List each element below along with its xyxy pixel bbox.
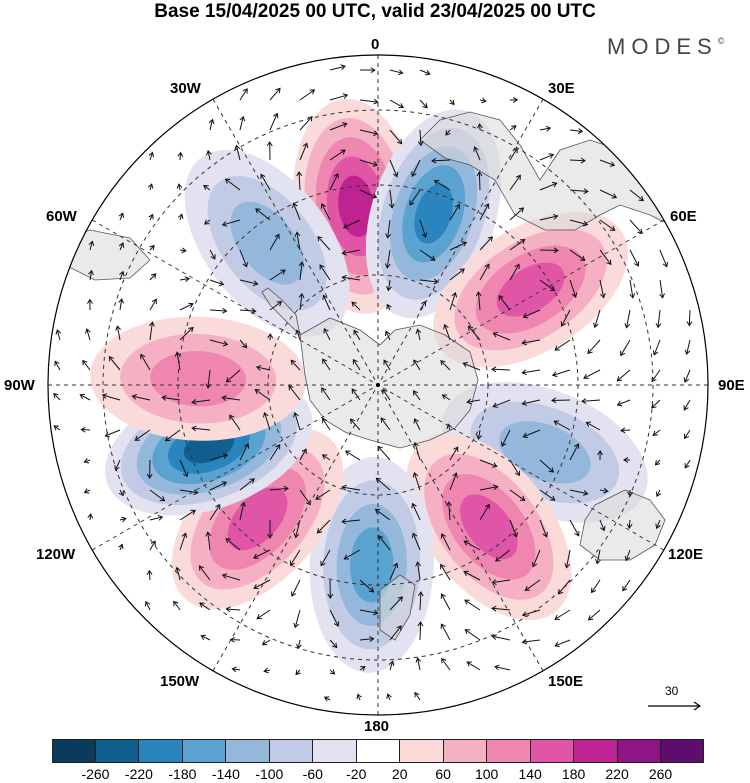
longitude-label-120w: 120W	[36, 546, 76, 563]
south-pole-marker	[376, 383, 380, 387]
colorbar-tick-label: 20	[391, 766, 408, 782]
colorbar-tick-label: 140	[518, 766, 542, 782]
colorbar-cell	[617, 739, 662, 763]
longitude-label-150w: 150W	[160, 673, 200, 690]
colorbar-cell	[661, 739, 704, 763]
colorbar-cell	[356, 739, 401, 763]
colorbar-cell	[313, 739, 357, 763]
colorbar-cell	[574, 739, 618, 763]
colorbar-cell	[52, 739, 96, 763]
longitude-label-180: 180	[364, 718, 390, 735]
colorbar-cell	[269, 739, 314, 763]
longitude-label-120e: 120E	[668, 546, 704, 563]
map-title: Base 15/04/2025 00 UTC, valid 23/04/2025…	[154, 1, 596, 22]
polar-map	[47, 54, 709, 716]
colorbar-cell	[400, 739, 444, 763]
modes-logo: MODES©	[607, 34, 724, 60]
wind-vectors	[53, 64, 693, 702]
colorbar-tick-label: 180	[561, 766, 586, 782]
anomaly-center	[406, 433, 572, 621]
brand-mark: ©	[717, 36, 725, 46]
colorbar-cell	[443, 739, 488, 763]
colorbar-cell	[95, 739, 140, 763]
colorbar-tick-label: -140	[211, 766, 240, 782]
wind-reference-label: 30	[665, 684, 679, 698]
anomaly-center	[90, 316, 307, 441]
colorbar-tick-label: 220	[605, 766, 629, 782]
longitude-label-30w: 30W	[170, 80, 201, 97]
colorbar-tick-label: -100	[255, 766, 284, 782]
brand-name: MODES	[607, 34, 718, 59]
anomaly-center	[184, 149, 350, 337]
landmasses	[59, 111, 701, 641]
colorbar	[52, 739, 704, 763]
anomaly-center	[171, 428, 344, 610]
colorbar-tick-label: -220	[124, 766, 153, 782]
anomaly-field	[90, 98, 648, 673]
colorbar-tick-label: -180	[168, 766, 197, 782]
colorbar-cell	[139, 739, 183, 763]
colorbar-tick-label: -60	[302, 766, 323, 782]
anomaly-center	[365, 109, 502, 319]
longitude-label-150e: 150E	[548, 673, 584, 690]
colorbar-cell	[487, 739, 531, 763]
longitude-label-90e: 90E	[718, 377, 745, 394]
colorbar-tick-label: -20	[346, 766, 367, 782]
colorbar-tick-label: 260	[648, 766, 673, 782]
longitude-label-90w: 90W	[4, 377, 35, 394]
colorbar-tick-label: -260	[81, 766, 110, 782]
colorbar-cell	[182, 739, 227, 763]
anomaly-center	[433, 211, 628, 368]
longitude-label-60w: 60W	[46, 208, 77, 225]
wind-reference-arrow	[648, 701, 702, 711]
longitude-label-30e: 30E	[548, 80, 575, 97]
longitude-label-0: 0	[371, 36, 380, 53]
longitude-label-60e: 60E	[670, 208, 697, 225]
colorbar-cell	[226, 739, 270, 763]
colorbar-tick-label: 100	[474, 766, 499, 782]
colorbar-cell	[530, 739, 575, 763]
colorbar-tick-label: 60	[435, 766, 451, 782]
map-border	[47, 54, 709, 716]
